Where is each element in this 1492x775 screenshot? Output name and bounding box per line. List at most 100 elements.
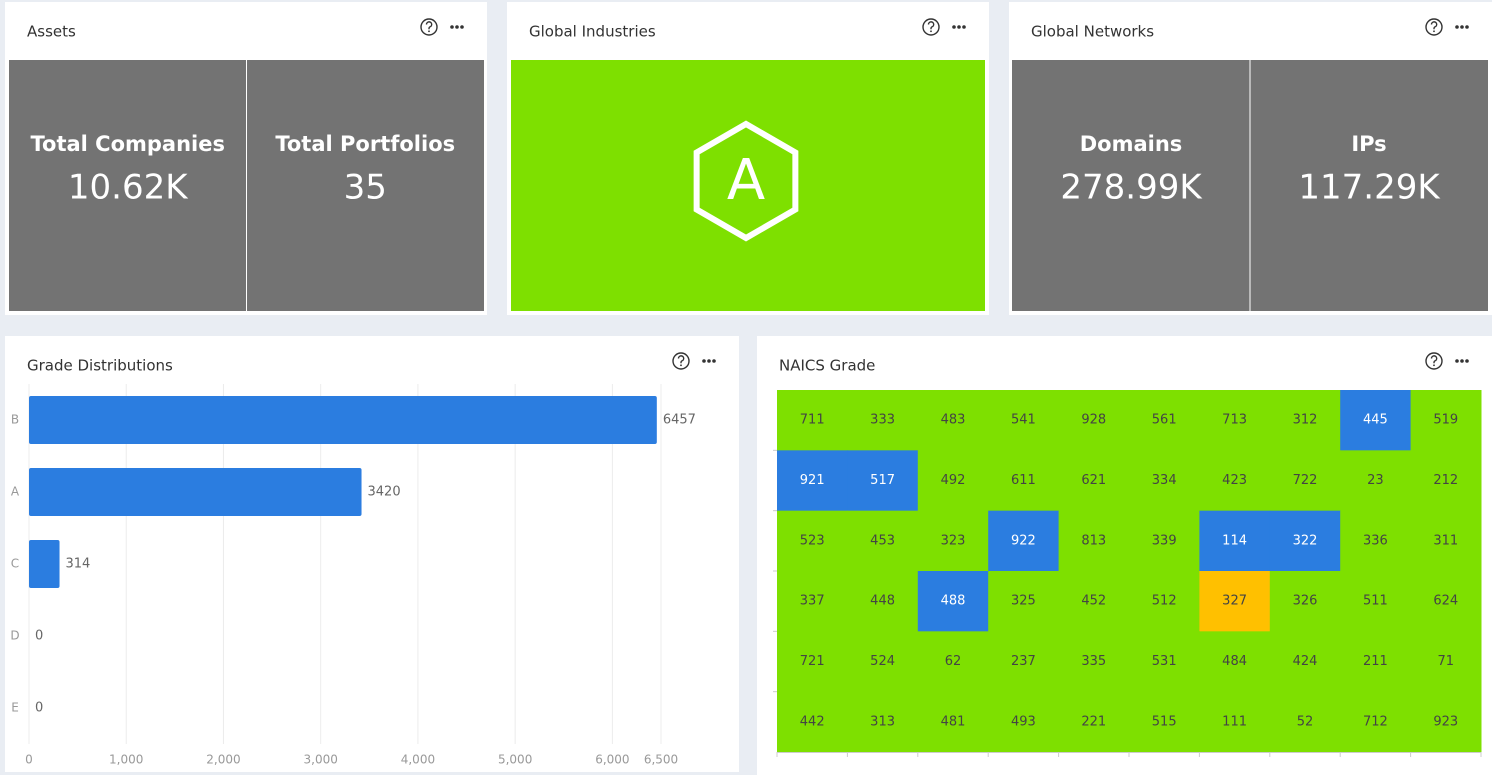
- cell-label: 512: [1152, 594, 1177, 609]
- heatmap-cell: [1410, 450, 1482, 512]
- x-tick-label: 3,000: [304, 753, 338, 767]
- more-dot: [952, 25, 956, 29]
- help-mark: [927, 21, 935, 30]
- stat-value: 35: [344, 168, 387, 208]
- heatmap-cell: [1058, 691, 1130, 753]
- heatmap-cell: [1129, 631, 1200, 693]
- x-tick-label: 5,000: [498, 753, 532, 767]
- x-tick-label: 6,000: [595, 753, 629, 767]
- heatmap-cell: [777, 631, 848, 693]
- cell-label: 624: [1433, 594, 1458, 609]
- cell-label: 333: [870, 413, 895, 428]
- cell-label: 923: [1433, 714, 1458, 729]
- y-tick-label: E: [11, 701, 19, 715]
- cell-label: 813: [1081, 533, 1106, 548]
- cell-label: 922: [1011, 533, 1036, 548]
- heatmap-cell: [1340, 631, 1412, 693]
- cell-label: 313: [870, 714, 895, 729]
- cell-label: 325: [1011, 594, 1036, 609]
- cell-label: 212: [1433, 473, 1458, 488]
- heatmap-cell: [1340, 571, 1412, 632]
- stat-value: 278.99K: [1060, 168, 1203, 208]
- more-dot: [962, 25, 966, 29]
- bar: [29, 396, 657, 444]
- x-tick-label: 2,000: [206, 753, 240, 767]
- y-tick-label: A: [11, 485, 20, 499]
- heatmap-cell: [917, 450, 989, 512]
- help-dot: [1433, 30, 1435, 33]
- help-icon[interactable]: [1425, 352, 1443, 370]
- help-circle: [672, 352, 690, 370]
- heatmap-cell: [917, 691, 989, 753]
- help-icon[interactable]: [922, 18, 940, 36]
- cell-label: 515: [1152, 714, 1177, 729]
- heatmap-cell: [988, 631, 1060, 693]
- cell-label: 211: [1363, 654, 1388, 669]
- cell-label: 71: [1438, 654, 1455, 669]
- cell-label: 339: [1152, 533, 1177, 548]
- value-label: 3420: [368, 485, 401, 500]
- card-title: Global Industries: [529, 23, 656, 41]
- heatmap-cell: [847, 510, 919, 572]
- more-dot: [957, 25, 961, 29]
- grade-letter: A: [727, 148, 765, 213]
- heatmap-cell: [1340, 450, 1412, 512]
- cell-label: 481: [941, 714, 966, 729]
- cell-label: 561: [1152, 413, 1177, 428]
- cell-label: 114: [1222, 533, 1247, 548]
- heatmap-cell: [1199, 571, 1271, 632]
- more-dot: [1460, 25, 1464, 29]
- heatmap-cell: [1199, 390, 1271, 451]
- grade-hexagon: [693, 120, 799, 242]
- help-mark: [425, 21, 433, 30]
- y-tick-label: C: [11, 557, 19, 571]
- cell-label: 221: [1081, 714, 1106, 729]
- help-mark: [677, 355, 685, 364]
- heatmap-cell: [1269, 390, 1341, 451]
- heatmap-cell: [777, 450, 848, 512]
- heatmap-cell: [988, 450, 1060, 512]
- cell-label: 524: [870, 654, 895, 669]
- more-menu[interactable]: [702, 359, 716, 363]
- more-dot: [702, 359, 706, 363]
- heatmap-cell: [1129, 691, 1200, 753]
- help-dot: [680, 364, 682, 367]
- x-tick-label: 4,000: [401, 753, 435, 767]
- heatmap-cell: [1340, 691, 1412, 753]
- heatmap-cell: [1199, 450, 1271, 512]
- heatmap-cell: [847, 631, 919, 693]
- bar: [29, 468, 362, 516]
- cell-label: 52: [1297, 714, 1314, 729]
- more-dot: [1460, 359, 1464, 363]
- help-circle: [1425, 352, 1443, 370]
- cell-label: 62: [945, 654, 962, 669]
- heatmap-cell: [1199, 510, 1271, 572]
- more-menu[interactable]: [952, 25, 966, 29]
- help-icon[interactable]: [420, 18, 438, 36]
- cell-label: 523: [800, 533, 825, 548]
- stat-value: 10.62K: [68, 168, 189, 208]
- y-tick-label: B: [11, 413, 19, 427]
- more-menu[interactable]: [450, 25, 464, 29]
- help-dot: [930, 30, 932, 33]
- cell-label: 111: [1222, 714, 1247, 729]
- more-menu[interactable]: [1455, 25, 1469, 29]
- heatmap-cell: [847, 571, 919, 632]
- heatmap-cell: [1410, 691, 1482, 753]
- heatmap-cell: [1410, 571, 1482, 632]
- heatmap-cell: [988, 510, 1060, 572]
- help-icon[interactable]: [672, 352, 690, 370]
- heatmap-cell: [1340, 510, 1412, 572]
- help-icon[interactable]: [1425, 18, 1443, 36]
- heatmap-cell: [988, 571, 1060, 632]
- heatmap-cell: [777, 390, 848, 451]
- cell-label: 424: [1293, 654, 1318, 669]
- more-dot: [1465, 25, 1469, 29]
- card-title: NAICS Grade: [779, 357, 875, 375]
- cell-label: 541: [1011, 413, 1036, 428]
- x-tick-label: 0: [25, 753, 33, 767]
- more-dot: [1455, 25, 1459, 29]
- more-menu[interactable]: [1455, 359, 1469, 363]
